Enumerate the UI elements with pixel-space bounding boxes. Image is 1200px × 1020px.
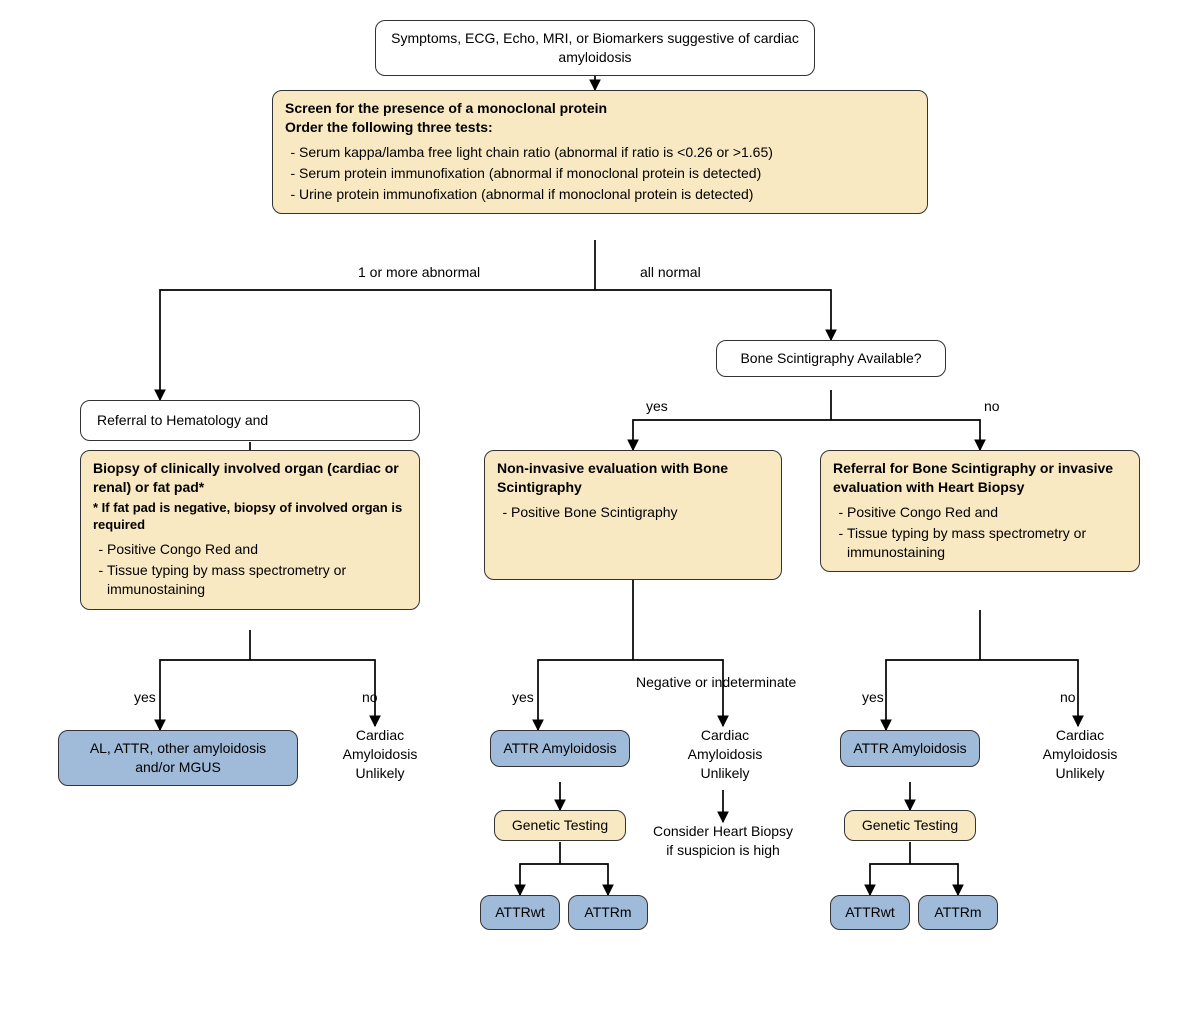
edge-label-neg: Negative or indeterminate [636,674,816,690]
node-biopsy-item: Tissue typing by mass spectrometry or im… [107,561,407,599]
node-referral-bone-title: Referral for Bone Scintigraphy or invasi… [833,459,1127,497]
node-attr-amyloidosis-1: ATTR Amyloidosis [490,730,630,767]
node-al-attr-text: AL, ATTR, other amyloidosis and/or MGUS [90,740,266,775]
node-noninv-title: Non-invasive evaluation with Bone Scinti… [497,459,769,497]
node-wt2-text: ATTRwt [845,904,895,920]
node-screen-items: Serum kappa/lamba free light chain ratio… [285,143,915,204]
node-genetic-testing-1: Genetic Testing [494,810,626,841]
node-screen-title2: Order the following three tests: [285,118,915,137]
node-noninv-items: Positive Bone Scintigraphy [497,503,769,522]
node-consider-heart-biopsy: Consider Heart Biopsy if suspicion is hi… [648,822,798,860]
node-genetic2-text: Genetic Testing [862,817,958,833]
node-genetic-testing-2: Genetic Testing [844,810,976,841]
node-screen-item: Serum protein immunofixation (abnormal i… [299,164,915,183]
node-consider-text: Consider Heart Biopsy if suspicion is hi… [653,823,793,858]
edge-label-no-3: no [1060,689,1076,705]
node-referral-bone-item: Positive Congo Red and [847,503,1127,522]
node-screen: Screen for the presence of a monoclonal … [272,90,928,214]
node-start-text: Symptoms, ECG, Echo, MRI, or Biomarkers … [391,30,799,65]
node-attr2-text: ATTR Amyloidosis [853,740,966,756]
edge-label-normal: all normal [640,264,701,280]
edge-label-yes-3: yes [862,689,884,705]
node-attrwt-2: ATTRwt [830,895,910,930]
node-attr1-text: ATTR Amyloidosis [503,740,616,756]
node-m2-text: ATTRm [934,904,981,920]
node-biopsy-item: Positive Congo Red and [107,540,407,559]
node-genetic1-text: Genetic Testing [512,817,608,833]
edge-label-abnormal: 1 or more abnormal [358,264,480,280]
node-unlikely-2: Cardiac Amyloidosis Unlikely [665,726,785,783]
node-unlikely-3: Cardiac Amyloidosis Unlikely [1020,726,1140,783]
node-biopsy: Biopsy of clinically involved organ (car… [80,450,420,610]
node-biopsy-title2: * If fat pad is negative, biopsy of invo… [93,499,407,534]
node-biopsy-items: Positive Congo Red and Tissue typing by … [93,540,407,599]
edge-label-yes-1: yes [134,689,156,705]
node-bone-q-text: Bone Scintigraphy Available? [740,350,921,366]
node-attrm-2: ATTRm [918,895,998,930]
node-start: Symptoms, ECG, Echo, MRI, or Biomarkers … [375,20,815,76]
edge-label-bs-no: no [984,398,1000,414]
node-referral-hematology: Referral to Hematology and [80,400,420,441]
node-noninvasive-eval: Non-invasive evaluation with Bone Scinti… [484,450,782,580]
node-biopsy-title1: Biopsy of clinically involved organ (car… [93,459,407,497]
node-attr-amyloidosis-2: ATTR Amyloidosis [840,730,980,767]
node-screen-title1: Screen for the presence of a monoclonal … [285,99,915,118]
node-unlikely-1: Cardiac Amyloidosis Unlikely [320,726,440,783]
node-referral-bone-items: Positive Congo Red and Tissue typing by … [833,503,1127,562]
node-m1-text: ATTRm [584,904,631,920]
node-bone-scintigraphy-q: Bone Scintigraphy Available? [716,340,946,377]
node-unlikely-1-text: Cardiac Amyloidosis Unlikely [343,727,418,781]
node-unlikely-3-text: Cardiac Amyloidosis Unlikely [1043,727,1118,781]
edge-label-bs-yes: yes [646,398,668,414]
node-unlikely-2-text: Cardiac Amyloidosis Unlikely [688,727,763,781]
node-referral-bone-biopsy: Referral for Bone Scintigraphy or invasi… [820,450,1140,572]
node-wt1-text: ATTRwt [495,904,545,920]
node-referral-hem-text: Referral to Hematology and [97,412,268,428]
edge-label-no-1: no [362,689,378,705]
node-referral-bone-item: Tissue typing by mass spectrometry or im… [847,524,1127,562]
node-al-attr-mgus: AL, ATTR, other amyloidosis and/or MGUS [58,730,298,786]
node-noninv-item: Positive Bone Scintigraphy [511,503,769,522]
node-screen-item: Urine protein immunofixation (abnormal i… [299,185,915,204]
node-attrm-1: ATTRm [568,895,648,930]
node-attrwt-1: ATTRwt [480,895,560,930]
node-screen-item: Serum kappa/lamba free light chain ratio… [299,143,915,162]
edge-label-yes-2: yes [512,689,534,705]
